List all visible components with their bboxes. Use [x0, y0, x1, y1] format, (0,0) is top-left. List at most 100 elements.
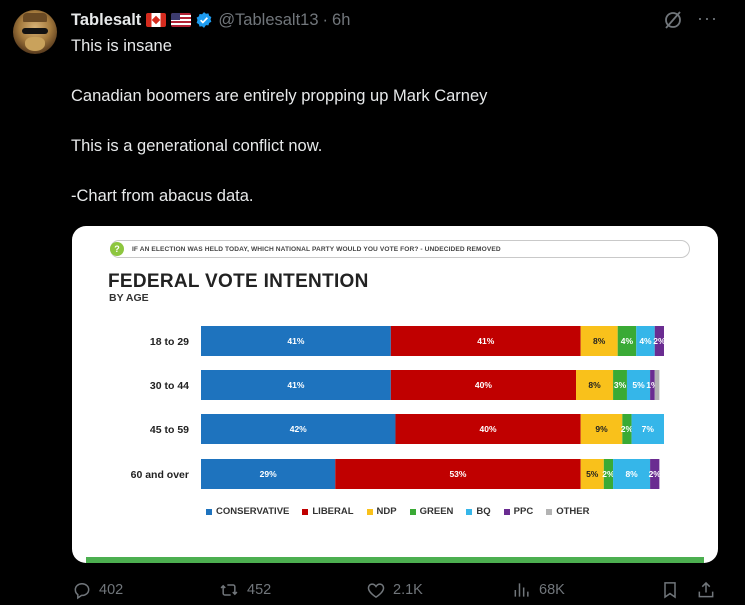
display-name[interactable]: Tablesalt: [71, 10, 142, 29]
tweet-line-2: Canadian boomers are entirely propping u…: [71, 87, 488, 105]
bar-data-label: 41%: [287, 336, 304, 346]
us-flag-icon: [171, 13, 192, 27]
bar-segment-liberal: [390, 370, 577, 400]
legend-swatch: [302, 508, 309, 515]
verified-badge-icon[interactable]: [195, 11, 213, 29]
bar-segment-conservative: [201, 414, 396, 444]
retweet-icon: [220, 584, 238, 596]
bar-segment-conservative: [201, 326, 391, 356]
bar-segment-green: [622, 414, 632, 444]
legend-swatch: [206, 508, 212, 515]
bar-data-label: 2%: [649, 469, 662, 479]
bar-data-label: 2%: [602, 469, 615, 479]
canada-flag-icon: [146, 13, 167, 27]
share-button[interactable]: [696, 580, 723, 600]
bookmark-button[interactable]: [660, 580, 687, 600]
bar-data-label: 5%: [632, 380, 645, 390]
bookmark-icon: [664, 582, 676, 599]
bar-segment-ndp: [580, 326, 618, 356]
green-divider: [86, 557, 704, 563]
heart-icon: [367, 583, 385, 598]
bar-segment-liberal: [390, 326, 581, 356]
legend-label: CONSERVATIVE: [216, 506, 290, 517]
bar-segment-bq: [636, 326, 655, 356]
question-bar: ? IF AN ELECTION WAS HELD TODAY, WHICH N…: [110, 240, 690, 258]
separator: ·: [322, 10, 329, 29]
bar-data-label: 7%: [642, 424, 655, 434]
legend-swatch: [503, 508, 510, 515]
retweet-count: 452: [247, 582, 272, 598]
legend-swatch: [466, 508, 473, 515]
bar-data-label: 4%: [639, 336, 652, 346]
bar-segment-green: [613, 370, 627, 400]
media-image[interactable]: ? IF AN ELECTION WAS HELD TODAY, WHICH N…: [72, 226, 718, 563]
bar-segment-ppc: [650, 459, 660, 489]
views-button[interactable]: 68K: [512, 580, 565, 600]
tweet-line-4: -Chart from abacus data.: [71, 187, 254, 205]
views-count: 68K: [539, 582, 565, 598]
bar-data-label: 40%: [480, 424, 497, 434]
bar-data-label: 2%: [653, 336, 666, 346]
legend-label: LIBERAL: [312, 506, 354, 517]
legend-item-bq: BQ: [466, 506, 491, 517]
bar-data-label: 8%: [625, 469, 638, 479]
legend-label: OTHER: [556, 506, 590, 517]
more-icon[interactable]: ···: [697, 8, 718, 28]
tweet-text: This is insane Canadian boomers are enti…: [71, 36, 711, 236]
share-icon: [698, 581, 714, 598]
timestamp[interactable]: 6h: [332, 10, 351, 29]
legend-label: BQ: [476, 506, 491, 517]
bar-segment-bq: [631, 414, 664, 444]
handle[interactable]: @Tablesalt13: [218, 10, 319, 29]
bar-segment-other: [654, 370, 660, 400]
bar-data-label: 42%: [290, 424, 307, 434]
bar-segment-bq: [626, 370, 651, 400]
reply-button[interactable]: 402: [72, 580, 123, 600]
legend-swatch: [546, 508, 553, 515]
legend-swatch: [409, 508, 416, 515]
legend-label: GREEN: [419, 506, 454, 517]
tweet-line-3: This is a generational conflict now.: [71, 137, 323, 155]
category-label: 45 to 59: [150, 424, 189, 436]
category-label: 30 to 44: [150, 380, 189, 392]
bar-segment-ppc: [650, 370, 655, 400]
vote-intention-chart: 18 to 29 41% 41% 8% 4% 4% 2%30 to 44 41% 40% 8% 3%…: [131, 326, 666, 489]
bar-segment-ndp: [576, 370, 614, 400]
bar-data-label: 3%: [614, 380, 627, 390]
action-bar: 402 452 2.1K 68K: [0, 580, 745, 604]
legend-item-conservative: CONSERVATIVE: [206, 506, 289, 517]
like-button[interactable]: 2.1K: [366, 580, 423, 600]
bar-data-label: 5%: [586, 469, 599, 479]
chart-question: IF AN ELECTION WAS HELD TODAY, WHICH NAT…: [132, 245, 501, 253]
bar-segment-ppc: [654, 326, 664, 356]
tweet-header: Tablesalt @Tablesalt13 · 6h: [71, 9, 350, 31]
bar-data-label: 8%: [588, 380, 601, 390]
retweet-button[interactable]: 452: [218, 580, 271, 600]
bar-data-label: 4%: [621, 336, 634, 346]
legend-item-ndp: NDP: [366, 506, 397, 517]
legend-item-liberal: LIBERAL: [302, 506, 354, 517]
bar-segment-ndp: [580, 414, 623, 444]
grok-icon[interactable]: [663, 10, 683, 30]
question-icon: ?: [110, 242, 124, 256]
legend-label: PPC: [513, 506, 534, 517]
chart-legend: CONSERVATIVE LIBERAL NDP GREEN BQ PPC OTHER: [206, 506, 602, 517]
bar-data-label: 9%: [595, 424, 608, 434]
legend-item-ppc: PPC: [503, 506, 534, 517]
bar-segment-ndp: [580, 459, 604, 489]
bar-data-label: 29%: [260, 469, 277, 479]
bar-data-label: 2%: [621, 424, 634, 434]
bar-segment-conservative: [201, 459, 336, 489]
bar-data-label: 1%: [646, 380, 659, 390]
bar-segment-liberal: [395, 414, 581, 444]
chart-title: FEDERAL VOTE INTENTION: [108, 271, 369, 292]
views-icon: [514, 583, 529, 597]
avatar[interactable]: [13, 10, 57, 54]
legend-label: NDP: [376, 506, 397, 517]
reply-icon: [74, 582, 90, 600]
bar-data-label: 41%: [477, 336, 494, 346]
legend-item-green: GREEN: [409, 506, 454, 517]
tweet-line-1: This is insane: [71, 37, 172, 55]
bar-segment-green: [617, 326, 637, 356]
bar-data-label: 40%: [475, 380, 492, 390]
